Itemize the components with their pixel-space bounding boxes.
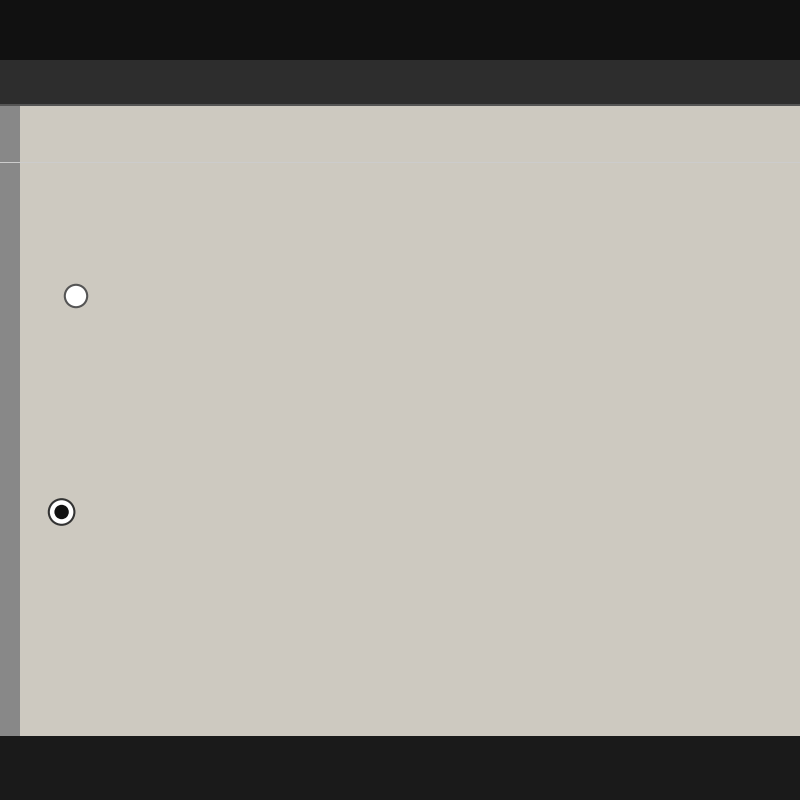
Text: f: f — [148, 172, 154, 187]
Text: O: O — [123, 595, 132, 606]
Text: graph of: graph of — [44, 198, 110, 213]
Text: f.: f. — [128, 198, 138, 213]
Text: (: ( — [308, 166, 317, 186]
Text: satisfies: satisfies — [160, 172, 230, 187]
Text: x: x — [321, 168, 341, 186]
Text: Appla   Email   GA   better   Quite   Color   math   NEW   y What   NEW   Limit : Appla Email GA better Quite Color math N… — [239, 26, 561, 35]
Text: f: f — [294, 166, 301, 185]
Text: ): ) — [341, 166, 350, 186]
X-axis label: x: x — [379, 598, 387, 611]
Text: Which of the following could be the: Which of the following could be the — [398, 170, 662, 186]
Y-axis label: y: y — [118, 200, 126, 213]
Text: ↖: ↖ — [704, 218, 718, 236]
Text: Stephanie Hernandez Soto: Attempt 1: Stephanie Hernandez Soto: Attempt 1 — [32, 143, 257, 157]
Text: 2.ga.us/d2l/lms/quizzing/user/attempt/quiz_start_frame_auto.d2l?ou=30330428&ispr: 2.ga.us/d2l/lms/quizzing/user/attempt/qu… — [69, 78, 603, 87]
Text: x→3: x→3 — [248, 186, 271, 196]
Text: O: O — [123, 379, 132, 390]
X-axis label: x: x — [379, 382, 387, 395]
Text: = 6.: = 6. — [354, 168, 394, 186]
Text: The function: The function — [44, 172, 141, 187]
Text: mating Limit Values from Graphs: mating Limit Values from Graphs — [32, 112, 399, 132]
Text: lim: lim — [248, 162, 279, 180]
Y-axis label: y: y — [118, 416, 126, 429]
Circle shape — [240, 250, 250, 255]
